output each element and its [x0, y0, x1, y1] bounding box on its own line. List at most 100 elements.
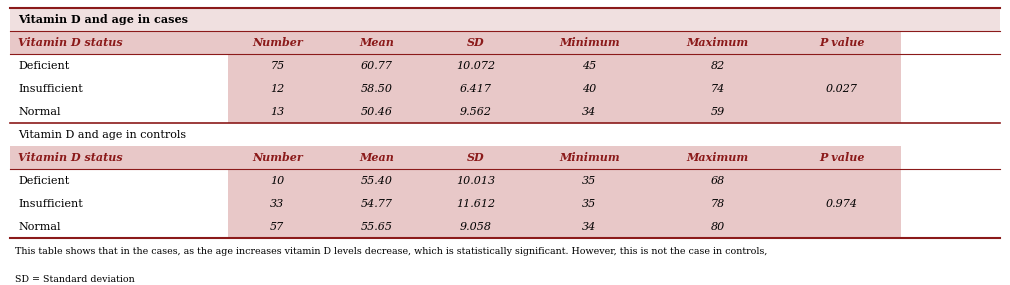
- Bar: [653, 169, 782, 192]
- Text: 10.013: 10.013: [456, 176, 495, 186]
- Bar: [10, 123, 1000, 146]
- Bar: [782, 31, 901, 54]
- Text: Insufficient: Insufficient: [18, 199, 83, 209]
- Text: 78: 78: [711, 199, 725, 209]
- Bar: [228, 215, 327, 238]
- Text: Normal: Normal: [18, 222, 61, 232]
- Bar: [653, 54, 782, 78]
- Bar: [782, 146, 901, 169]
- Bar: [782, 54, 901, 78]
- Text: 82: 82: [711, 61, 725, 71]
- Text: 10.072: 10.072: [456, 61, 495, 71]
- Bar: [10, 54, 228, 78]
- Text: P value: P value: [819, 152, 865, 163]
- Text: 55.65: 55.65: [361, 222, 392, 232]
- Text: 11.612: 11.612: [456, 199, 495, 209]
- Text: 60.77: 60.77: [361, 61, 392, 71]
- Text: Minimum: Minimum: [559, 152, 619, 163]
- Text: Insufficient: Insufficient: [18, 84, 83, 94]
- Text: Maximum: Maximum: [687, 37, 748, 48]
- Text: Number: Number: [251, 37, 303, 48]
- Text: 10: 10: [271, 176, 285, 186]
- Bar: [525, 54, 653, 78]
- Text: 74: 74: [711, 84, 725, 94]
- Text: 68: 68: [711, 176, 725, 186]
- Bar: [228, 78, 327, 100]
- Text: 45: 45: [582, 61, 596, 71]
- Bar: [10, 78, 228, 100]
- Text: 40: 40: [582, 84, 596, 94]
- Text: Maximum: Maximum: [687, 152, 748, 163]
- Bar: [10, 31, 228, 54]
- Bar: [525, 31, 653, 54]
- Bar: [782, 100, 901, 123]
- Bar: [327, 78, 426, 100]
- Bar: [426, 192, 525, 215]
- Bar: [228, 146, 327, 169]
- Bar: [228, 54, 327, 78]
- Text: 57: 57: [271, 222, 285, 232]
- Bar: [653, 192, 782, 215]
- Bar: [653, 78, 782, 100]
- Text: Minimum: Minimum: [559, 37, 619, 48]
- Text: 0.974: 0.974: [825, 199, 857, 209]
- Bar: [426, 31, 525, 54]
- Text: Vitamin D status: Vitamin D status: [18, 152, 123, 163]
- Text: 9.562: 9.562: [460, 107, 491, 117]
- Bar: [228, 169, 327, 192]
- Text: 9.058: 9.058: [460, 222, 491, 232]
- Text: 6.417: 6.417: [460, 84, 491, 94]
- Text: Vitamin D and age in controls: Vitamin D and age in controls: [18, 130, 186, 140]
- Bar: [782, 78, 901, 100]
- Text: 50.46: 50.46: [361, 107, 392, 117]
- Bar: [426, 146, 525, 169]
- Text: Deficient: Deficient: [18, 176, 70, 186]
- Text: 80: 80: [711, 222, 725, 232]
- Bar: [525, 100, 653, 123]
- Bar: [327, 169, 426, 192]
- Bar: [10, 169, 228, 192]
- Text: Vitamin D and age in cases: Vitamin D and age in cases: [18, 15, 188, 25]
- Bar: [327, 54, 426, 78]
- Bar: [782, 215, 901, 238]
- Bar: [782, 192, 901, 215]
- Bar: [426, 54, 525, 78]
- Bar: [653, 100, 782, 123]
- Text: P value: P value: [819, 37, 865, 48]
- Bar: [782, 169, 901, 192]
- Text: This table shows that in the cases, as the age increases vitamin D levels decrea: This table shows that in the cases, as t…: [15, 247, 768, 256]
- Text: 58.50: 58.50: [361, 84, 392, 94]
- Text: SD: SD: [467, 152, 484, 163]
- Text: Deficient: Deficient: [18, 61, 70, 71]
- Text: Vitamin D status: Vitamin D status: [18, 37, 123, 48]
- Text: Mean: Mean: [359, 152, 394, 163]
- Bar: [525, 215, 653, 238]
- Text: 13: 13: [271, 107, 285, 117]
- Text: 35: 35: [582, 199, 596, 209]
- Bar: [525, 192, 653, 215]
- Text: Normal: Normal: [18, 107, 61, 117]
- Bar: [653, 215, 782, 238]
- Bar: [10, 9, 1000, 31]
- Text: 75: 75: [271, 61, 285, 71]
- Text: 59: 59: [711, 107, 725, 117]
- Text: 35: 35: [582, 176, 596, 186]
- Bar: [228, 192, 327, 215]
- Bar: [653, 146, 782, 169]
- Text: 0.027: 0.027: [825, 84, 857, 94]
- Bar: [525, 146, 653, 169]
- Bar: [426, 215, 525, 238]
- Bar: [426, 100, 525, 123]
- Bar: [10, 100, 228, 123]
- Text: Mean: Mean: [359, 37, 394, 48]
- Bar: [653, 31, 782, 54]
- Bar: [525, 169, 653, 192]
- Bar: [10, 146, 228, 169]
- Text: 12: 12: [271, 84, 285, 94]
- Text: 34: 34: [582, 222, 596, 232]
- Bar: [327, 215, 426, 238]
- Bar: [426, 169, 525, 192]
- Text: 54.77: 54.77: [361, 199, 392, 209]
- Text: 55.40: 55.40: [361, 176, 392, 186]
- Bar: [327, 146, 426, 169]
